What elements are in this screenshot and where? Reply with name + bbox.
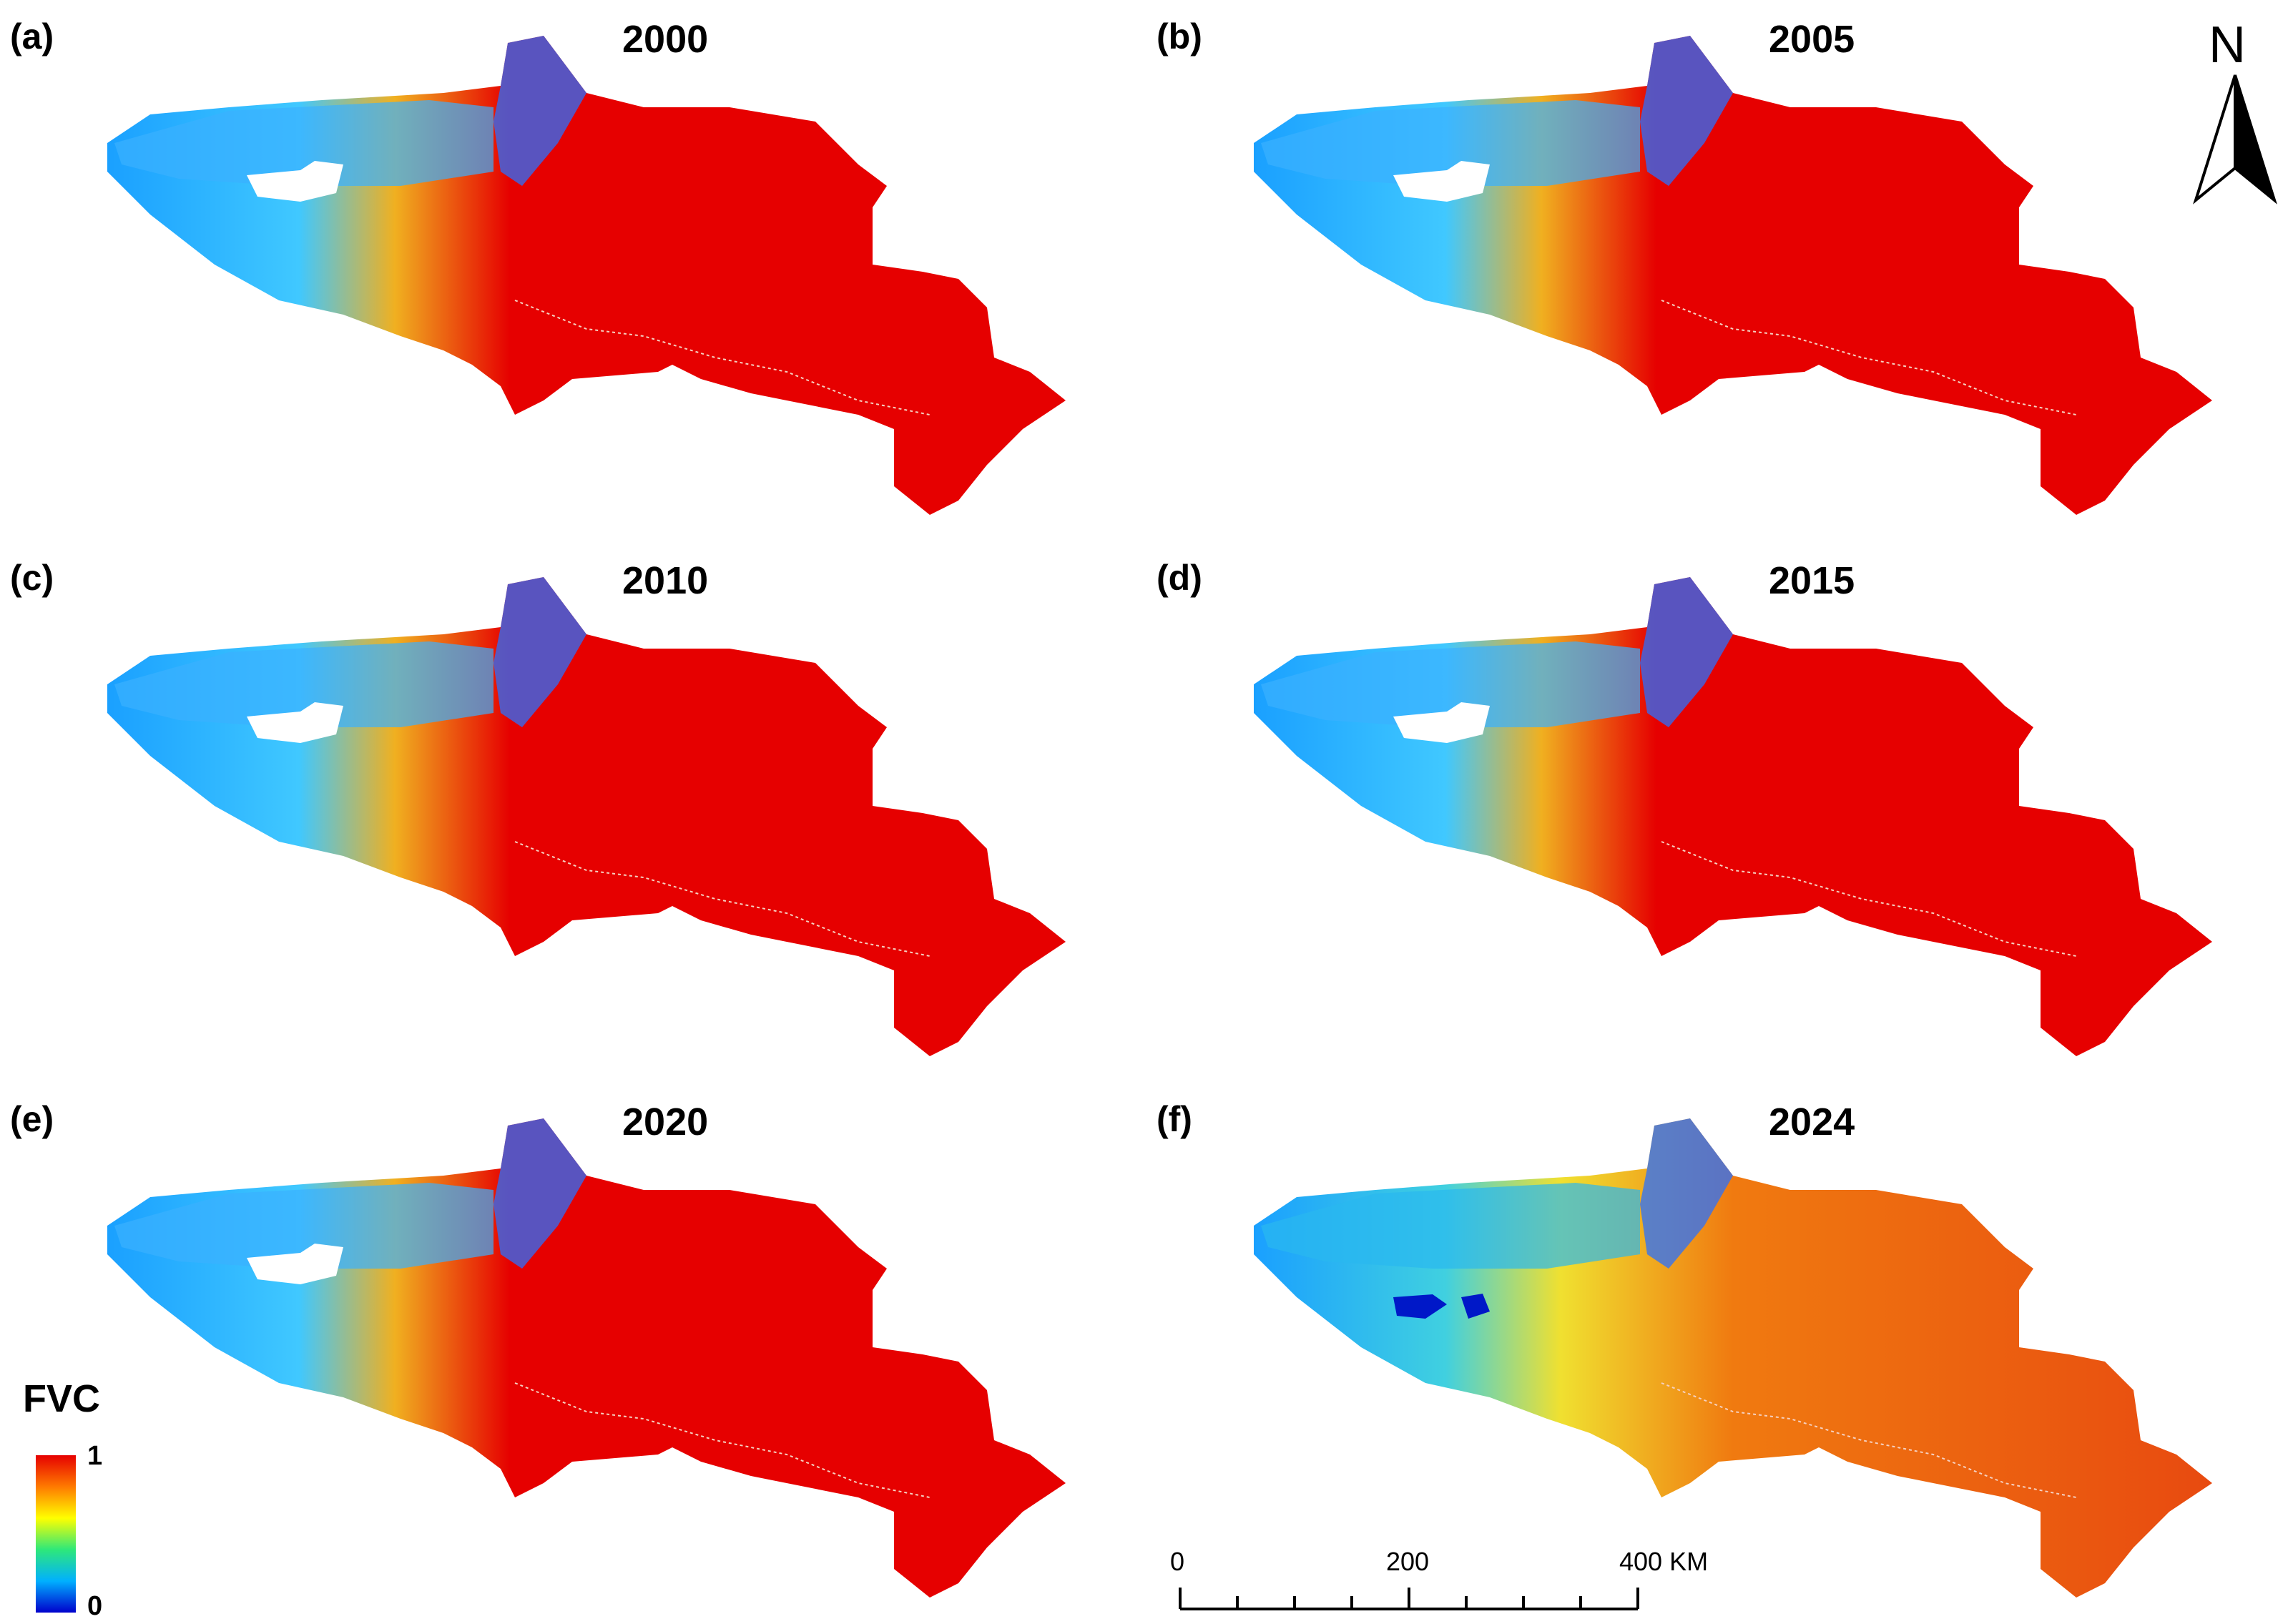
northern-low-fvc-zone (494, 577, 586, 727)
map-panel-2015: (d) 2015 (1146, 541, 2293, 1083)
river-line (514, 841, 931, 957)
panel-year-title: 2024 (1769, 1101, 1855, 1143)
panel-label: (c) (10, 558, 54, 598)
panel-year-title: 2010 (622, 559, 709, 602)
northern-low-fvc-zone (494, 1118, 586, 1269)
map-panel-2024: (f) 2024 (1146, 1083, 2293, 1624)
scale-bar (1179, 1588, 1639, 1610)
river-line (1661, 300, 2077, 415)
panel-year-title: 2020 (622, 1101, 709, 1143)
legend-min-label: 0 (87, 1591, 103, 1621)
study-area-region (107, 577, 1066, 1056)
river-line (1661, 1382, 2077, 1498)
lake-region (247, 702, 343, 743)
northern-low-fvc-zone (1640, 36, 1733, 186)
river-line (1661, 841, 2077, 957)
panel-year-title: 2000 (622, 18, 709, 61)
western-low-fvc-zone (1261, 1183, 1640, 1269)
scale-label-0: 0 (1170, 1547, 1185, 1576)
river-line (514, 1382, 931, 1498)
scale-label-200: 200 (1386, 1547, 1430, 1576)
panel-label: (a) (10, 16, 54, 56)
study-area-region (1254, 1118, 2212, 1598)
map-panel-2000: (a) 2000 (0, 0, 1146, 541)
western-low-fvc-zone (1261, 641, 1640, 727)
fvc-map-2005 (1254, 36, 2212, 515)
panel-label: (e) (10, 1099, 54, 1139)
fvc-map-2010 (107, 577, 1066, 1056)
lake-region (1393, 702, 1490, 743)
panel-label: (d) (1157, 558, 1202, 598)
western-low-fvc-zone (1261, 100, 1640, 186)
lake-region (247, 1244, 343, 1284)
legend-color-ramp (36, 1455, 76, 1613)
northern-low-fvc-zone (494, 36, 586, 186)
map-panel-2020: (e) 2020 (0, 1083, 1146, 1624)
western-low-fvc-zone (114, 1183, 494, 1269)
legend-title: FVC (23, 1377, 100, 1420)
lake-region (247, 161, 343, 202)
lake-region (1393, 1294, 1447, 1319)
western-low-fvc-zone (114, 100, 494, 186)
study-area-region (1254, 577, 2212, 1056)
panel-year-title: 2015 (1769, 559, 1855, 602)
fvc-map-2020 (107, 1118, 1066, 1598)
study-area-region (1254, 36, 2212, 515)
map-panel-2005: (b) 2005 (1146, 0, 2293, 541)
fvc-map-2000 (107, 36, 1066, 515)
northern-low-fvc-zone (1640, 1118, 1733, 1269)
study-area-region (107, 36, 1066, 515)
northern-low-fvc-zone (1640, 577, 1733, 727)
legend-max-label: 1 (87, 1441, 103, 1471)
panel-label: (b) (1157, 16, 1202, 56)
scale-label-400: 400 KM (1619, 1547, 1709, 1576)
western-low-fvc-zone (114, 641, 494, 727)
fvc-map-2015 (1254, 577, 2212, 1056)
river-line (514, 300, 931, 415)
lake-region (1461, 1294, 1490, 1319)
lake-region (1393, 161, 1490, 202)
map-panel-2010: (c) 2010 (0, 541, 1146, 1083)
panel-label: (f) (1157, 1099, 1192, 1139)
fvc-map-2024 (1254, 1118, 2212, 1598)
north-arrow-icon (2193, 74, 2277, 205)
study-area-region (107, 1118, 1066, 1598)
panel-year-title: 2005 (1769, 18, 1855, 61)
north-arrow-letter: N (2209, 16, 2246, 74)
